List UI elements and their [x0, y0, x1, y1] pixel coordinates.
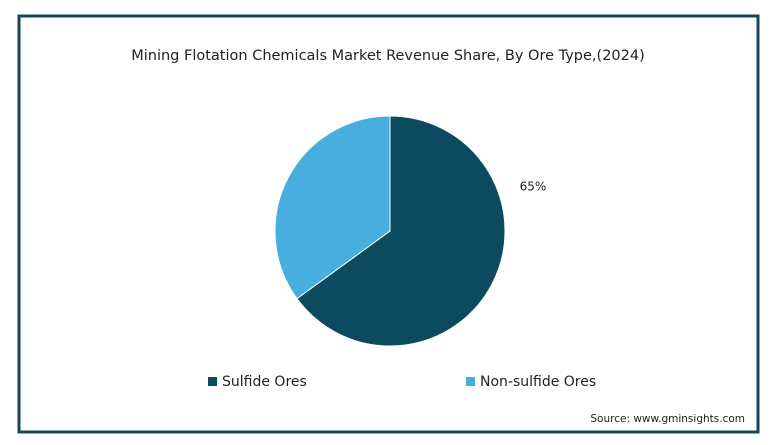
legend-label: Sulfide Ores [222, 374, 307, 390]
pie-slice [296, 115, 506, 347]
chart-title: Mining Flotation Chemicals Market Revenu… [131, 48, 645, 64]
legend-swatch [208, 377, 217, 386]
legend-swatch [466, 377, 475, 386]
pie-slice [274, 115, 391, 300]
source: Source: www.gminsights.com [590, 413, 745, 425]
legend-label: Non-sulfide Ores [480, 374, 596, 390]
data-label: 65% [520, 180, 547, 194]
